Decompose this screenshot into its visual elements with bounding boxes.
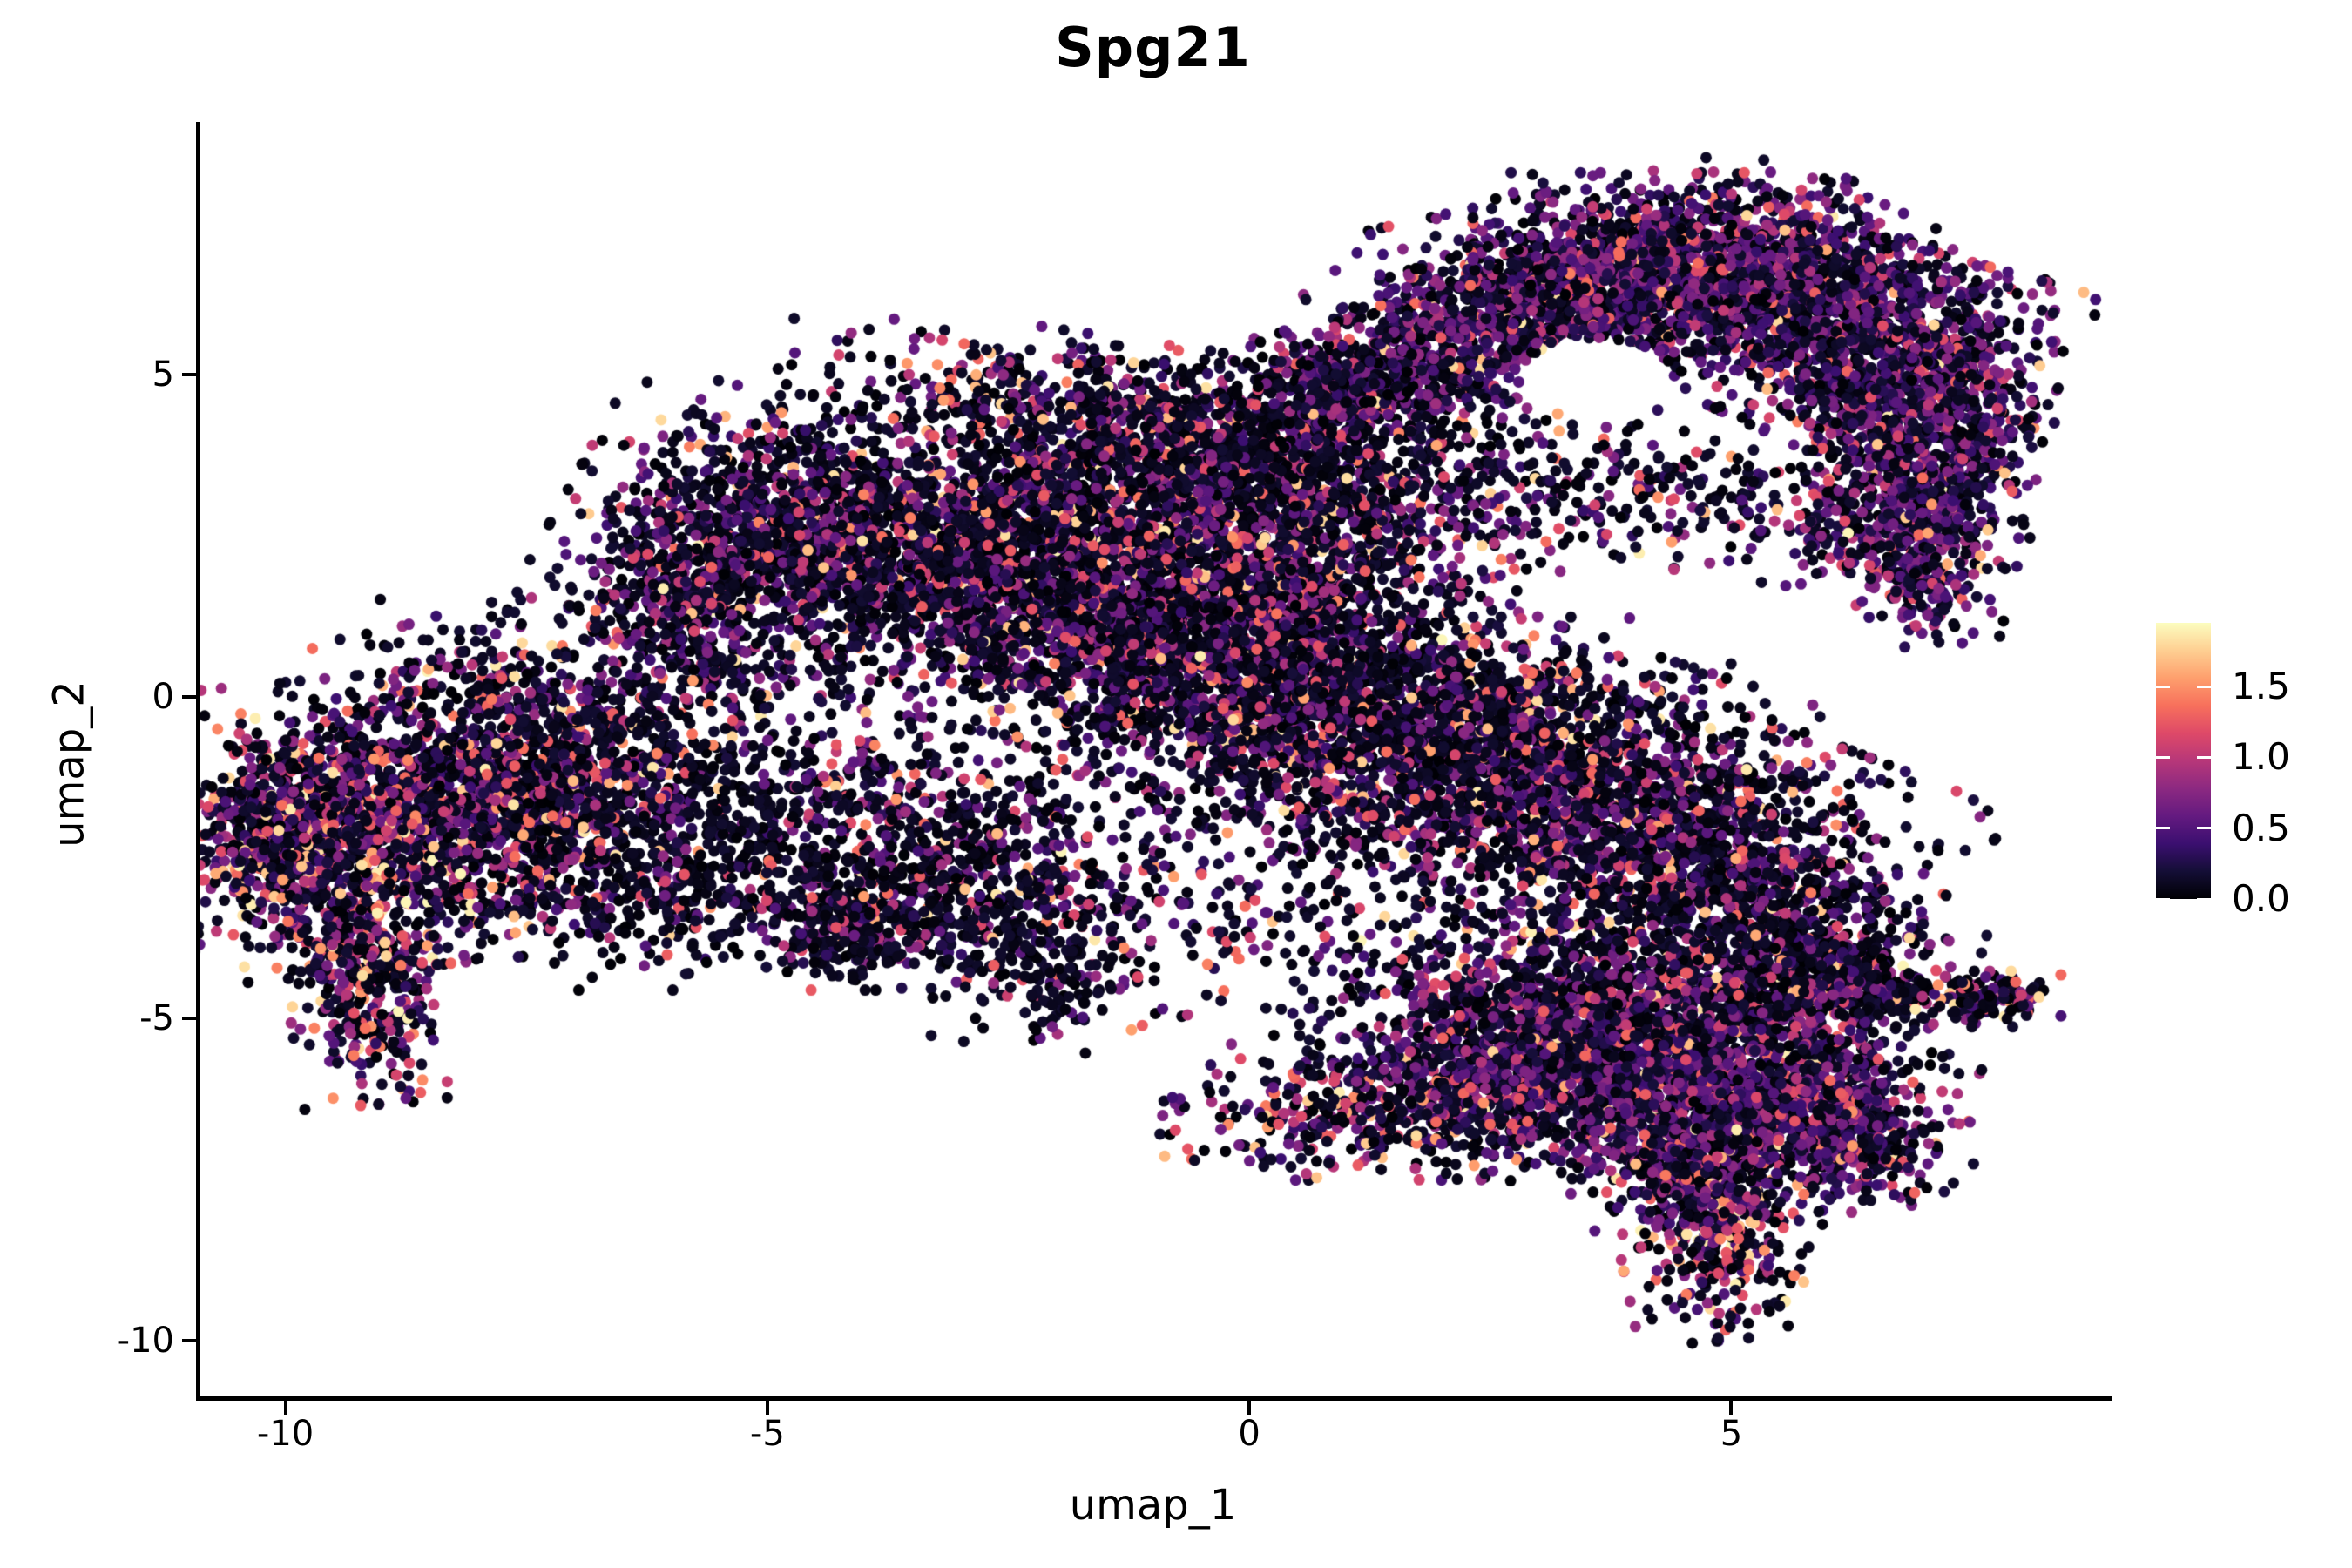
umap-scatter-canvas [199,124,2107,1398]
y-tick-mark [182,1017,196,1021]
colorbar-tick-mark [2197,755,2211,759]
y-tick-label: -10 [117,1320,174,1361]
x-tick-mark [765,1401,769,1415]
x-tick-mark [283,1401,287,1415]
colorbar-tick-mark [2156,755,2170,759]
plot-title: Spg21 [1055,16,1251,79]
colorbar-tick-label: 1.0 [2232,735,2290,779]
colorbar-tick-label: 0.0 [2232,877,2290,920]
x-tick-label: 5 [1720,1414,1743,1454]
colorbar-tick-mark [2156,685,2170,688]
x-tick-mark [1729,1401,1734,1415]
colorbar-tick-label: 0.5 [2232,806,2290,849]
y-tick-mark [182,373,196,377]
plot-panel [199,124,2107,1398]
y-tick-label: 5 [152,355,174,395]
x-tick-label: -5 [749,1414,785,1454]
y-tick-mark [182,1338,196,1342]
colorbar-tick-mark [2197,897,2211,901]
colorbar-gradient [2156,623,2211,899]
colorbar-tick-mark [2197,685,2211,688]
colorbar-tick-mark [2156,827,2170,830]
y-tick-label: 0 [152,676,174,717]
colorbar-tick-mark [2197,827,2211,830]
x-tick-mark [1247,1401,1252,1415]
x-tick-label: 0 [1238,1414,1260,1454]
x-axis-line [196,1396,2112,1401]
x-axis-title: umap_1 [1069,1481,1237,1530]
y-tick-mark [182,694,196,699]
y-axis-line [196,122,200,1401]
colorbar-tick-label: 1.5 [2232,665,2290,708]
y-axis-title: umap_2 [44,680,94,848]
y-tick-label: -5 [139,998,174,1039]
x-tick-label: -10 [256,1414,314,1454]
colorbar-tick-mark [2156,897,2170,901]
